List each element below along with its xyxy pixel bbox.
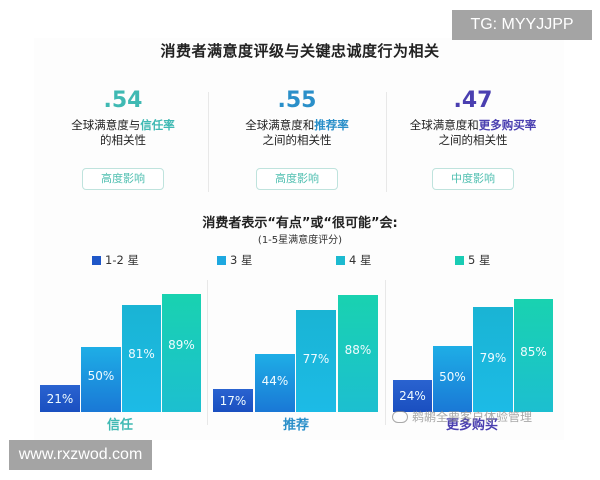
chart-note: (1-5星满意度评分): [257, 235, 343, 246]
wechat-watermark-text: 鹈鹕全要客户体验管理: [412, 410, 533, 424]
page-title: 消费者满意度评级与关键忠诚度行为相关: [160, 42, 440, 60]
bar-recommend-5-star: 88%: [338, 295, 378, 412]
metric-recommend: .55 全球满意度和推荐率 之间的相关性 高度影响: [212, 88, 382, 190]
bar-trust-4-star: 81%: [122, 305, 161, 412]
bar-purchase-4-star: 79%: [473, 307, 513, 412]
legend-swatch-icon: [92, 255, 101, 265]
impact-badge: 中度影响: [432, 168, 514, 190]
legend-label: 4 星: [349, 253, 372, 267]
legend-label: 1-2 星: [105, 253, 139, 267]
bar-recommend-4-star: 77%: [296, 310, 336, 412]
bar-value-label: 89%: [168, 338, 195, 352]
bar-recommend-3-star: 44%: [255, 354, 295, 412]
wechat-icon: [392, 410, 408, 423]
bar-purchase-3-star: 50%: [433, 346, 472, 412]
metric-trust: .54 全球满意度与信任率 的相关性 高度影响: [38, 88, 208, 190]
legend-swatch-icon: [336, 255, 345, 265]
bar-value-label: 17%: [219, 393, 247, 408]
legend-label: 5 星: [468, 253, 491, 267]
bar-value-label: 24%: [399, 389, 426, 403]
metric-description: 全球满意度与信任率 的相关性: [38, 118, 208, 148]
wechat-watermark: 鹈鹕全要客户体验管理: [392, 408, 532, 425]
impact-badge: 高度影响: [82, 168, 164, 190]
metric-value: .55: [277, 88, 317, 113]
bar-value-label: 21%: [46, 391, 74, 406]
bar-purchase-5-star: 85%: [514, 299, 553, 412]
bar-trust-5-star: 89%: [162, 294, 201, 412]
divider: [207, 280, 208, 425]
desc-line2: 的相关性: [100, 133, 146, 147]
desc-prefix: 全球满意度与: [71, 118, 141, 132]
chart-subtitle: 消费者表示“有点”或“很可能”会:: [202, 216, 398, 231]
legend-item-1-2-star: 1-2 星: [92, 252, 139, 268]
site-watermark-badge: www.rxzwod.com: [9, 440, 152, 470]
desc-highlight: 更多购买率: [478, 118, 537, 132]
metric-description: 全球满意度和推荐率 之间的相关性: [212, 118, 382, 148]
metric-description: 全球满意度和更多购买率 之间的相关性: [388, 118, 558, 148]
bar-value-label: 79%: [479, 351, 507, 365]
desc-highlight: 推荐率: [314, 118, 349, 132]
desc-prefix: 全球满意度和: [245, 118, 315, 132]
desc-line2: 之间的相关性: [438, 133, 508, 147]
bar-trust-3-star: 50%: [81, 347, 121, 412]
group-label-purchase: 更多购买: [445, 418, 498, 433]
desc-prefix: 全球满意度和: [409, 118, 479, 132]
desc-highlight: 信任率: [140, 118, 175, 132]
bar-value-label: 44%: [261, 374, 289, 388]
bar-value-label: 88%: [344, 343, 372, 357]
bar-value-label: 50%: [439, 370, 466, 384]
group-label-trust: 信任: [106, 418, 133, 433]
divider: [208, 92, 209, 192]
bar-value-label: 77%: [302, 352, 330, 366]
bar-recommend-1-2-star: 17%: [213, 389, 253, 412]
tg-watermark-badge: TG: MYYJJPP: [452, 10, 592, 40]
legend-swatch-icon: [455, 255, 464, 265]
metric-purchase: .47 全球满意度和更多购买率 之间的相关性 中度影响: [388, 88, 558, 190]
bar-trust-1-2-star: 21%: [40, 385, 80, 412]
bar-value-label: 81%: [128, 347, 155, 361]
divider: [385, 280, 386, 425]
metric-value: .54: [103, 88, 143, 113]
metric-value: .47: [453, 88, 493, 113]
legend-item-4-star: 4 星: [336, 252, 371, 268]
bar-value-label: 85%: [520, 345, 547, 359]
impact-badge: 高度影响: [256, 168, 338, 190]
desc-line2: 之间的相关性: [262, 133, 332, 147]
divider: [386, 92, 387, 192]
legend-swatch-icon: [217, 255, 226, 265]
bar-purchase-1-2-star: 24%: [393, 380, 432, 412]
legend-label: 3 星: [230, 253, 253, 267]
group-label-recommend: 推荐: [282, 418, 309, 433]
bar-value-label: 50%: [87, 369, 115, 383]
legend-item-3-star: 3 星: [217, 252, 252, 268]
legend-item-5-star: 5 星: [455, 252, 490, 268]
